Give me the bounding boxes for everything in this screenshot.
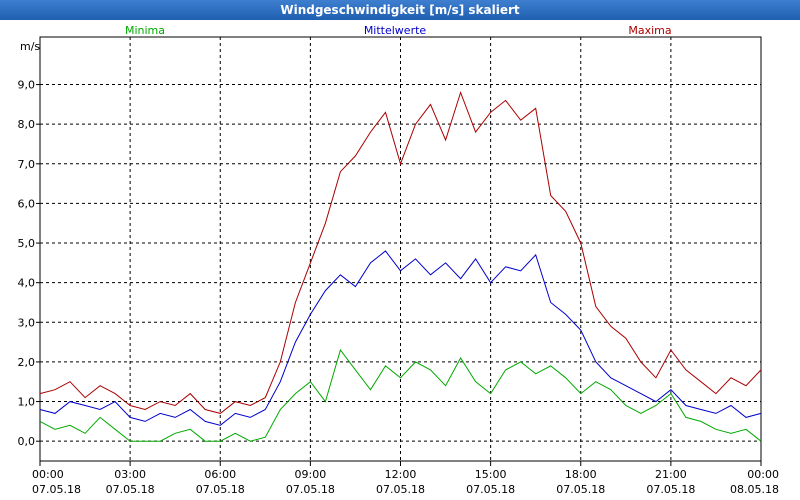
x-tick-date-label: 07.05.18: [196, 483, 245, 496]
axis-labels: 0,0 1,0 2,0 3,0 4,0 5,0 6,0 7,0 8,0 9,0 00:00 07.05…: [18, 79, 780, 496]
x-tick-time-label: 00:00: [747, 468, 779, 481]
window-title: Windgeschwindigkeit [m/s] skaliert: [0, 0, 800, 20]
x-tick-time-label: 12:00: [385, 468, 417, 481]
x-tick-time-label: 15:00: [475, 468, 507, 481]
y-tick-label: 9,0: [18, 79, 36, 92]
y-tick-label: 1,0: [18, 396, 36, 409]
x-tick-time-label: 06:00: [204, 468, 236, 481]
x-tick-date-label: 07.05.18: [32, 483, 81, 496]
legend-entry-mittelwerte: Mittelwerte: [364, 24, 427, 37]
y-tick-label: 7,0: [18, 158, 36, 171]
x-tick-time-label: 18:00: [565, 468, 597, 481]
y-tick-label: 4,0: [18, 277, 36, 290]
x-tick-date-label: 07.05.18: [466, 483, 515, 496]
y-tick-label: 8,0: [18, 118, 36, 131]
x-tick-time-label: 00:00: [32, 468, 64, 481]
y-tick-label: 5,0: [18, 237, 36, 250]
legend: Minima Mittelwerte Maxima: [125, 24, 672, 37]
y-tick-label: 6,0: [18, 197, 36, 210]
x-tick-date-label: 07.05.18: [646, 483, 695, 496]
y-tick-label: 3,0: [18, 316, 36, 329]
x-tick-date-label: 08.05.18: [730, 483, 779, 496]
series-line-maxima: [39, 90, 762, 414]
series-line-minima: [39, 348, 762, 442]
series-line-mittelwerte: [39, 250, 762, 426]
y-axis-label: m/s: [20, 40, 40, 53]
legend-entry-maxima: Maxima: [628, 24, 671, 37]
wind-speed-chart: 0,0 1,0 2,0 3,0 4,0 5,0 6,0 7,0 8,0 9,0 00:00 07.05…: [18, 24, 780, 496]
x-tick-time-label: 03:00: [114, 468, 146, 481]
x-tick-date-label: 07.05.18: [286, 483, 335, 496]
y-tick-label: 0,0: [18, 435, 36, 448]
legend-entry-minima: Minima: [125, 24, 165, 37]
x-tick-time-label: 09:00: [295, 468, 327, 481]
series-layer: [39, 90, 762, 442]
x-tick-time-label: 21:00: [655, 468, 687, 481]
x-tick-date-label: 07.05.18: [556, 483, 605, 496]
x-tick-date-label: 07.05.18: [106, 483, 155, 496]
y-tick-label: 2,0: [18, 356, 36, 369]
x-tick-date-label: 07.05.18: [376, 483, 425, 496]
